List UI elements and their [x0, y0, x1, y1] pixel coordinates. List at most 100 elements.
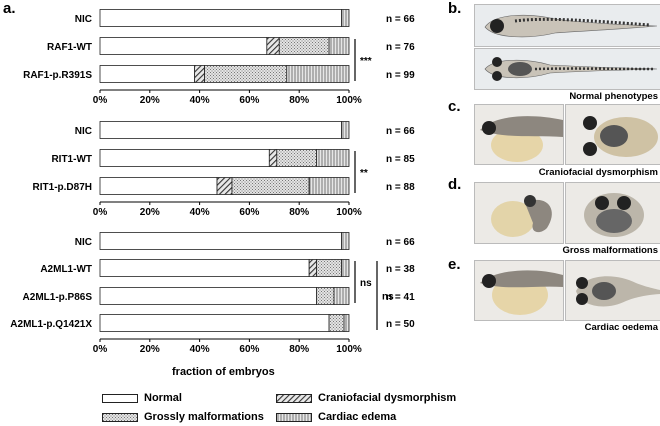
category-label: RIT1-WT [51, 154, 92, 165]
x-tick-label: 100% [336, 95, 362, 106]
bar-segment-normal [99, 121, 342, 139]
bar-segment-craniofacial [268, 149, 278, 167]
n-label: n = 66 [386, 14, 415, 25]
bar-segment-normal [99, 177, 218, 195]
x-tick-label: 0% [93, 344, 108, 355]
photo-craniofacial-lateral [474, 104, 564, 165]
x-tick-label: 60% [239, 344, 259, 355]
photo-gross-dorsal [565, 182, 660, 244]
legend-swatch-grossly [102, 412, 138, 422]
category-label: NIC [75, 14, 92, 25]
n-label: n = 66 [386, 237, 415, 248]
n-label: n = 66 [386, 126, 415, 137]
x-tick-label: 0% [93, 95, 108, 106]
x-tick-label: 100% [336, 207, 362, 218]
bar-segment-craniofacial [216, 177, 233, 195]
n-label: n = 41 [386, 292, 415, 303]
bar-segment-grossly [328, 314, 345, 332]
legend-swatch-normal [102, 393, 138, 403]
bar-segment-normal [99, 287, 318, 305]
bar-segment-cardiac [343, 314, 350, 332]
caption-gross-malformations: Gross malformations [562, 245, 658, 256]
bar-segment-cardiac [341, 232, 350, 250]
x-tick-label: 40% [190, 344, 210, 355]
bar-segment-normal [99, 37, 268, 55]
panel-label-a: a. [3, 0, 16, 17]
bar-segment-normal [99, 9, 342, 27]
bar-segment-normal [99, 232, 342, 250]
x-tick-label: 20% [140, 207, 160, 218]
panel-label-e: e. [448, 256, 461, 273]
bar-segment-normal [99, 65, 196, 83]
bar-segment-grossly [276, 149, 318, 167]
legend-item-grossly: Grossly malformations [102, 411, 264, 423]
bar-segment-normal [99, 259, 310, 277]
x-tick-label: 100% [336, 344, 362, 355]
bar-segment-craniofacial [194, 65, 205, 83]
bar-segment-grossly [316, 259, 342, 277]
x-tick-label: 20% [140, 344, 160, 355]
bar-segment-normal [99, 149, 270, 167]
bar-segment-cardiac [328, 37, 350, 55]
caption-craniofacial: Craniofacial dysmorphism [538, 167, 658, 178]
bar-segment-cardiac [308, 177, 350, 195]
x-tick-label: 40% [190, 95, 210, 106]
photo-gross-lateral [474, 182, 564, 244]
bar-segment-grossly [278, 37, 330, 55]
significance-label: *** [360, 56, 372, 67]
x-tick-label: 80% [289, 207, 309, 218]
bar-segment-craniofacial [308, 259, 318, 277]
x-tick-label: 80% [289, 344, 309, 355]
x-tick-label: 0% [93, 207, 108, 218]
caption-cardiac-oedema: Cardiac oedema [584, 322, 658, 333]
n-label: n = 88 [386, 182, 415, 193]
category-label: NIC [75, 126, 92, 137]
category-label: A2ML1-WT [40, 264, 92, 275]
legend-swatch-cardiac [276, 412, 312, 422]
category-label: NIC [75, 237, 92, 248]
photo-craniofacial-dorsal [565, 104, 660, 165]
legend-label-grossly: Grossly malformations [144, 411, 264, 423]
x-tick-label: 60% [239, 95, 259, 106]
significance-label: ** [360, 168, 368, 179]
x-tick-label: 80% [289, 95, 309, 106]
category-label: A2ML1-p.P86S [23, 292, 93, 303]
bar-segment-cardiac [316, 149, 350, 167]
category-label: RAF1-p.R391S [23, 70, 92, 81]
x-tick-label: 20% [140, 95, 160, 106]
significance-label: ns [360, 278, 372, 289]
stacked-bar-charts: NIC n = 66 RAF1-WT n = 76 RAF1-p.R391S n = 99… [10, 9, 415, 355]
legend-label-normal: Normal [144, 392, 182, 404]
photo-cardiac-dorsal [565, 260, 660, 321]
category-label: RAF1-WT [47, 42, 92, 53]
legend-item-normal: Normal [102, 392, 182, 404]
panel-label-c: c. [448, 98, 461, 115]
photo-cardiac-lateral [474, 260, 564, 321]
legend-item-cardiac: Cardiac edema [276, 411, 396, 423]
category-label: RIT1-p.D87H [33, 182, 92, 193]
caption-normal-phenotypes: Normal phenotypes [569, 91, 658, 102]
bar-segment-cardiac [341, 9, 350, 27]
bar-segment-cardiac [333, 287, 350, 305]
bar-segment-craniofacial [266, 37, 280, 55]
photo-normal-dorsal [474, 48, 660, 90]
bar-segment-grossly [316, 287, 335, 305]
bar-segment-normal [99, 314, 330, 332]
photo-normal-lateral [474, 4, 660, 47]
bar-segment-grossly [204, 65, 288, 83]
bar-segment-cardiac [341, 259, 350, 277]
x-axis-label: fraction of embryos [172, 366, 275, 378]
x-tick-label: 40% [190, 207, 210, 218]
n-label: n = 76 [386, 42, 415, 53]
legend-swatch-craniofacial [276, 393, 312, 403]
n-label: n = 38 [386, 264, 415, 275]
panel-label-d: d. [448, 176, 462, 193]
legend-label-cardiac: Cardiac edema [318, 411, 397, 423]
legend-item-craniofacial: Craniofacial dysmorphism [276, 392, 456, 404]
n-label: n = 85 [386, 154, 415, 165]
n-label: n = 99 [386, 70, 415, 81]
category-label: A2ML1-p.Q1421X [10, 319, 92, 330]
significance-label: ns [382, 292, 394, 303]
x-tick-label: 60% [239, 207, 259, 218]
panel-label-b: b. [448, 0, 462, 17]
